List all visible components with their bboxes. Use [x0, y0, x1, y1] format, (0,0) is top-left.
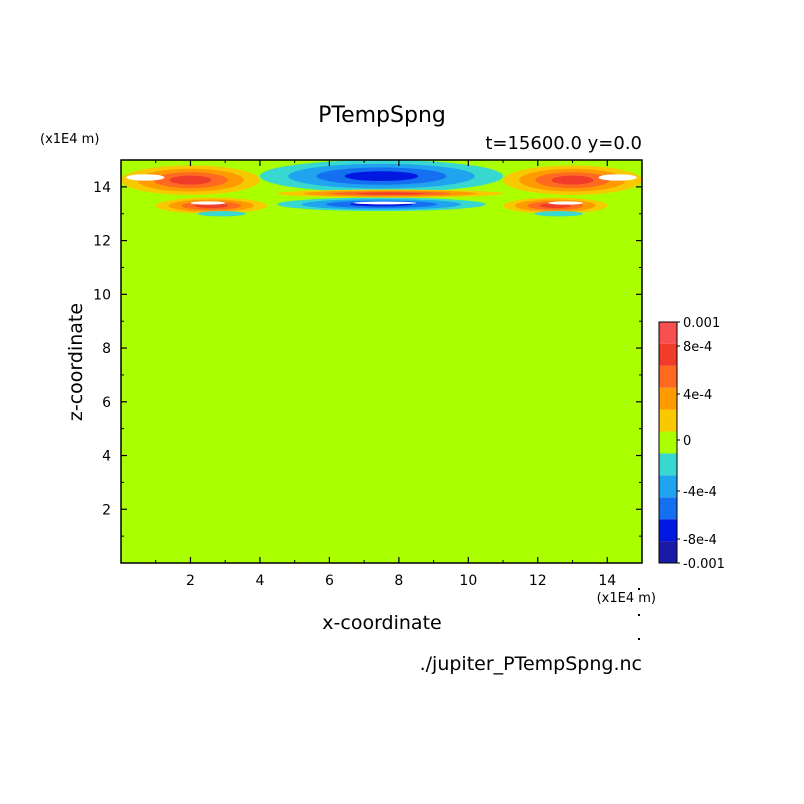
- plot-background: [121, 160, 642, 563]
- colorbar-swatch: [659, 519, 677, 542]
- contour-fields: [121, 160, 642, 217]
- warm-center-band-level: [356, 192, 425, 195]
- y-axis-label: z-coordinate: [65, 303, 87, 421]
- y-tick-label: 10: [93, 287, 111, 303]
- peak-highlight: [548, 201, 583, 205]
- peak-highlight: [126, 174, 165, 181]
- cold-core-lower: [277, 197, 486, 212]
- x-tick-label: 12: [529, 573, 547, 589]
- warm-band-right-upper-level: [551, 175, 594, 185]
- x-tick-label: 6: [325, 573, 334, 589]
- chart-subtitle: t=15600.0 y=0.0: [485, 133, 642, 154]
- colorbar-label: -8e-4: [683, 533, 717, 548]
- x-tick-label: 4: [255, 573, 264, 589]
- colorbar-label: -0.001: [683, 557, 725, 572]
- warm-band-left-upper: [121, 165, 260, 195]
- marker-dot: [638, 614, 640, 616]
- colorbar-swatch: [659, 365, 677, 388]
- cold-core-upper: [259, 160, 504, 193]
- warm-band-right-upper: [503, 165, 642, 195]
- x-tick-label: 14: [598, 573, 616, 589]
- x-tick-label: 2: [186, 573, 195, 589]
- warm-band-left-upper-level: [169, 175, 212, 185]
- peak-highlight: [190, 201, 226, 205]
- x-unit-label: (x1E4 m): [597, 591, 656, 606]
- y-unit-label: (x1E4 m): [40, 132, 99, 147]
- colorbar-swatch: [659, 541, 677, 563]
- axis-ticks: 2 4 6 8 10 12 14 2 4 6 8 10 12 14: [93, 160, 642, 589]
- source-file-label: ./jupiter_PTempSpng.nc: [420, 653, 642, 675]
- colorbar-swatch: [659, 409, 677, 432]
- peak-highlight: [598, 174, 637, 181]
- colorbar-swatch: [659, 387, 677, 410]
- y-tick-label: 14: [93, 180, 111, 196]
- colorbar-label: 8e-4: [683, 340, 712, 355]
- colorbar: 0.001 8e-4 4e-4 0 -4e-4 -8e-4 -0.001: [658, 316, 725, 572]
- warm-center-band: [277, 189, 504, 198]
- y-tick-label: 4: [102, 449, 111, 465]
- y-tick-label: 6: [102, 395, 111, 411]
- colorbar-frame: [658, 321, 678, 564]
- colorbar-swatch: [659, 343, 677, 366]
- colorbar-label: 4e-4: [683, 388, 712, 403]
- colorbar-label: 0: [683, 434, 691, 449]
- colorbar-label: 0.001: [683, 316, 720, 331]
- y-tick-label: 2: [102, 502, 111, 518]
- colorbar-swatch: [659, 431, 677, 454]
- colorbar-swatch: [659, 453, 677, 476]
- x-tick-label: 10: [459, 573, 477, 589]
- cold-core-upper-level: [344, 171, 419, 181]
- plot-frame: [120, 159, 643, 564]
- cyan-patch: [197, 211, 247, 217]
- colorbar-swatch: [659, 322, 677, 344]
- x-tick-label: 8: [394, 573, 403, 589]
- colorbar-label: -4e-4: [683, 485, 717, 500]
- warm-band-left-lower: [155, 197, 267, 214]
- marker-dot: [638, 588, 640, 590]
- y-tick-label: 12: [93, 234, 111, 250]
- marker-dot: [638, 638, 640, 640]
- warm-band-right-lower: [503, 197, 608, 214]
- peak-highlight: [353, 201, 417, 205]
- y-tick-label: 8: [102, 341, 111, 357]
- chart-title: PTempSpng: [318, 103, 446, 128]
- colorbar-swatch: [659, 497, 677, 520]
- colorbar-swatch: [659, 475, 677, 498]
- x-axis-label: x-coordinate: [322, 612, 441, 634]
- cyan-patch: [534, 211, 583, 217]
